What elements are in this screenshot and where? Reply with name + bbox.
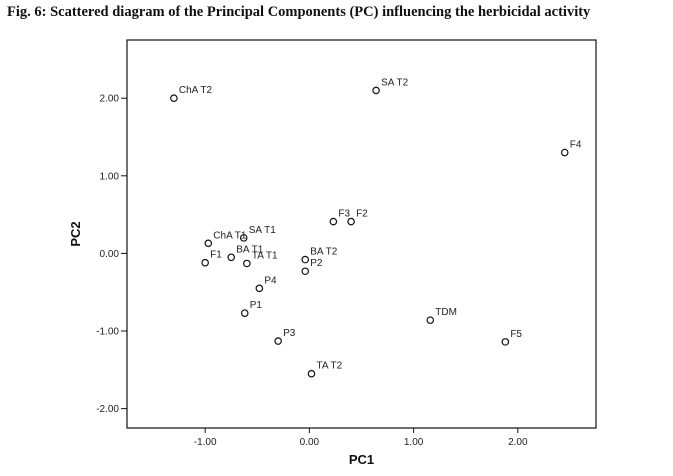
- data-point-label: TA T2: [316, 361, 342, 372]
- data-point-label: ChA T1: [213, 230, 247, 241]
- data-point-marker: [274, 337, 282, 345]
- data-point-marker: [243, 259, 251, 268]
- x-tick-label: 2.00: [508, 437, 528, 448]
- data-point-marker: [255, 284, 264, 293]
- data-point-label: TDM: [435, 307, 457, 318]
- data-point-label: ChA T2: [179, 85, 213, 96]
- data-point-marker: [170, 94, 178, 103]
- data-point-marker: [239, 234, 248, 242]
- data-point-label: SA T2: [381, 77, 408, 88]
- data-point-label: F5: [510, 329, 522, 340]
- data-point-marker: [227, 253, 236, 262]
- data-point-marker: [301, 255, 310, 264]
- data-point-label: BA T1: [236, 244, 263, 255]
- x-tick-label: -1.00: [194, 437, 217, 448]
- y-tick-label: 0.00: [100, 249, 120, 260]
- y-tick-label: 1.00: [100, 171, 120, 182]
- data-point-label: F1: [210, 250, 222, 261]
- x-tick-label: 0.00: [300, 437, 320, 448]
- data-point-marker: [426, 316, 435, 324]
- y-tick-label: -1.00: [96, 327, 119, 338]
- data-point-label: F3: [338, 209, 350, 220]
- data-point-label: TA T1: [252, 250, 278, 261]
- data-point-label: SA T1: [249, 225, 276, 236]
- data-point-marker: [240, 309, 249, 317]
- data-point-label: BA T2: [310, 247, 337, 258]
- data-point-label: F2: [356, 209, 368, 220]
- data-point-marker: [204, 239, 213, 248]
- y-axis: 2.00 1.00 0.00 -1.00 -2.00: [96, 94, 127, 415]
- figure-title: Fig. 6: Scattered diagram of the Princip…: [7, 4, 591, 20]
- x-tick-label: 1.00: [404, 437, 424, 448]
- data-point-marker: [307, 369, 316, 378]
- x-axis: -1.00 0.00 1.00 2.00: [194, 428, 528, 448]
- data-point-label: P3: [283, 328, 296, 339]
- data-point-label: P4: [264, 275, 277, 286]
- data-point-marker: [347, 217, 355, 226]
- data-point-label: P1: [250, 300, 263, 311]
- data-point-marker: [372, 86, 380, 95]
- x-axis-label: PC1: [349, 452, 374, 467]
- data-point-marker: [301, 267, 310, 276]
- data-point-marker: [201, 258, 209, 267]
- data-point-label: P2: [310, 258, 323, 269]
- y-tick-label: 2.00: [100, 94, 120, 105]
- data-point-marker: [329, 217, 338, 226]
- data-point-marker: [560, 148, 569, 157]
- data-point-label: F4: [570, 140, 582, 151]
- data-point-marker: [501, 338, 510, 346]
- plot-frame: [126, 39, 597, 429]
- y-axis-label: PC2: [68, 221, 83, 246]
- y-tick-label: -2.00: [96, 404, 119, 415]
